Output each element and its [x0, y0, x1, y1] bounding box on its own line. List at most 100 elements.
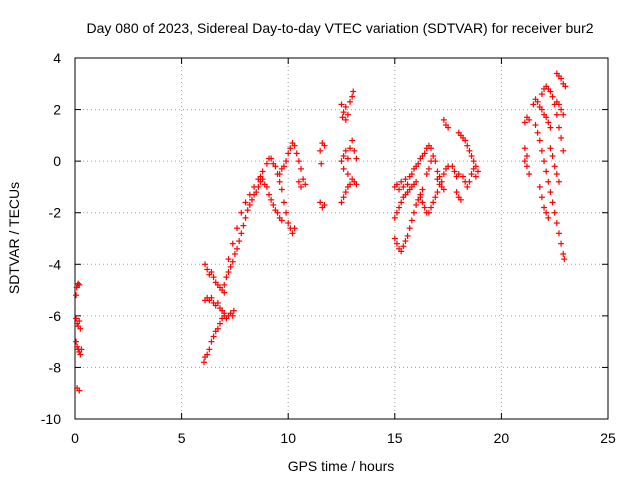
data-point [338, 199, 345, 206]
data-point [295, 158, 302, 165]
data-point [406, 225, 413, 232]
x-tick-label: 15 [387, 430, 403, 446]
data-point [73, 338, 80, 345]
data-point [338, 101, 345, 108]
data-point [526, 171, 533, 178]
data-point [223, 274, 230, 281]
data-point [263, 160, 270, 167]
data-point [466, 147, 473, 154]
data-point [466, 178, 473, 185]
data-point [76, 281, 83, 288]
data-point [545, 214, 552, 221]
data-point [272, 163, 279, 170]
data-point [432, 158, 439, 165]
data-point [230, 307, 237, 314]
data-point [240, 222, 247, 229]
data-point [321, 201, 328, 208]
data-point [560, 147, 567, 154]
data-point [268, 196, 275, 203]
x-tick-label: 10 [280, 430, 296, 446]
data-point [536, 183, 543, 190]
data-point [555, 101, 562, 108]
data-point [434, 168, 441, 175]
data-point [276, 171, 283, 178]
data-point [526, 116, 533, 123]
data-point [242, 214, 249, 221]
data-point [285, 220, 292, 227]
data-point [278, 186, 285, 193]
data-point [340, 165, 347, 172]
data-point [396, 186, 403, 193]
data-point [523, 152, 530, 159]
y-tick-label: -4 [49, 256, 62, 272]
data-point [538, 91, 545, 98]
data-point [342, 116, 349, 123]
data-point [430, 152, 437, 159]
data-point [561, 256, 568, 263]
data-point [553, 111, 560, 118]
data-point [428, 204, 435, 211]
data-point [202, 261, 209, 268]
data-point [291, 225, 298, 232]
data-point [523, 163, 530, 170]
y-axis-label: SDTVAR / TECUs [6, 182, 22, 294]
data-point [338, 158, 345, 165]
data-point [210, 274, 217, 281]
data-point [353, 181, 360, 188]
data-point [349, 137, 356, 144]
data-point [229, 240, 236, 247]
data-point [408, 217, 415, 224]
data-point [238, 209, 245, 216]
data-point [432, 194, 439, 201]
data-point [545, 178, 552, 185]
data-point [549, 199, 556, 206]
data-point [464, 183, 471, 190]
data-point [534, 98, 541, 105]
data-point [396, 204, 403, 211]
data-point [291, 142, 298, 149]
data-point [451, 168, 458, 175]
data-point [521, 158, 528, 165]
data-point [234, 225, 241, 232]
plot-frame [74, 57, 609, 420]
data-point [425, 165, 432, 172]
data-point [295, 178, 302, 185]
data-point [468, 152, 475, 159]
data-point [547, 124, 554, 131]
data-point [413, 178, 420, 185]
data-point [244, 207, 251, 214]
data-point [423, 171, 430, 178]
data-point [536, 137, 543, 144]
data-point [455, 171, 462, 178]
data-point [278, 217, 285, 224]
y-tick-label: -2 [49, 205, 62, 221]
data-point [285, 150, 292, 157]
data-point [534, 129, 541, 136]
data-point [402, 238, 409, 245]
data-point [340, 152, 347, 159]
data-point [204, 266, 211, 273]
data-point [347, 181, 354, 188]
data-point [297, 165, 304, 172]
data-point [419, 199, 426, 206]
data-point [344, 155, 351, 162]
data-point [558, 240, 565, 247]
data-point [404, 181, 411, 188]
data-point [200, 359, 207, 366]
data-point [521, 145, 528, 152]
data-point [78, 346, 85, 353]
data-point [440, 186, 447, 193]
data-point [221, 281, 228, 288]
data-point [342, 103, 349, 110]
data-point [430, 199, 437, 206]
data-point [208, 338, 215, 345]
data-point [225, 256, 232, 263]
data-point [268, 155, 275, 162]
data-point [276, 178, 283, 185]
data-point [538, 106, 545, 113]
x-tick-label: 20 [494, 430, 510, 446]
data-point [238, 230, 245, 237]
data-point [538, 194, 545, 201]
data-point [283, 158, 290, 165]
